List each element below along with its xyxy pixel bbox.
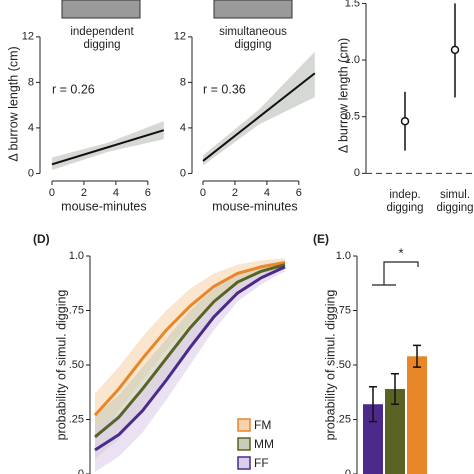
x-tick-label: 4 <box>113 187 119 199</box>
photo <box>61 0 141 19</box>
line <box>93 261 286 417</box>
legend-swatch <box>237 437 251 451</box>
legend-swatch <box>237 418 251 432</box>
x-tick-label: simul. digging <box>436 189 474 214</box>
bar <box>407 356 427 474</box>
confidence-band <box>95 262 285 472</box>
point <box>400 116 410 126</box>
y-tick-label: 4 <box>28 122 34 134</box>
y-tick-label: 8 <box>28 76 34 88</box>
legend-swatch <box>237 456 251 470</box>
y-tick-label: .75 <box>336 304 351 316</box>
y-tick-label: 1.0 <box>69 250 84 262</box>
y-tick-label: .75 <box>69 304 84 316</box>
panel-label: (D) <box>33 232 50 246</box>
line <box>202 72 316 162</box>
y-tick-label: 0 <box>180 167 186 179</box>
x-axis-label: mouse-minutes <box>61 199 146 213</box>
photo <box>213 0 293 19</box>
confidence-band <box>95 258 285 437</box>
y-axis-label: probability of simul. digging <box>323 290 337 441</box>
y-tick-label: 0 <box>28 167 34 179</box>
y-axis-label: probability of simul. digging <box>54 290 68 441</box>
y-tick-label: 1.0 <box>336 250 351 262</box>
y-tick-label: 12 <box>174 31 186 43</box>
x-tick-label: 0 <box>49 187 55 199</box>
panel-label: (E) <box>313 232 329 246</box>
x-axis-label: mouse-minutes <box>212 199 297 213</box>
x-tick-label: 2 <box>232 187 238 199</box>
bar <box>363 404 383 474</box>
x-tick-label: 4 <box>264 187 270 199</box>
y-tick-label: 1.0 <box>345 54 360 66</box>
line <box>94 263 286 439</box>
y-tick-label: .50 <box>336 359 351 371</box>
y-tick-label: 12 <box>22 31 34 43</box>
y-tick-label: 0 <box>354 167 360 179</box>
legend-label: FF <box>254 456 269 470</box>
y-tick-label: 0 <box>78 468 84 474</box>
error-bar <box>413 344 421 368</box>
x-tick-label: 2 <box>81 187 87 199</box>
error-bar <box>391 372 399 405</box>
line <box>94 265 286 452</box>
y-tick-label: 8 <box>180 76 186 88</box>
chart-title: independent digging <box>70 26 134 51</box>
y-tick-label: .25 <box>69 413 84 425</box>
y-axis-label: Δ burrow length (cm) <box>6 46 20 161</box>
y-tick-label: 4 <box>180 122 186 134</box>
annotation: r = 0.36 <box>203 82 246 96</box>
significance-label: * <box>398 245 403 260</box>
x-tick-label: 6 <box>296 187 302 199</box>
bar <box>385 388 405 474</box>
error-bar <box>369 386 377 423</box>
line <box>51 129 165 166</box>
confidence-band <box>202 51 315 166</box>
x-tick-label: 6 <box>145 187 151 199</box>
annotation: r = 0.26 <box>52 82 95 96</box>
y-tick-label: 0 <box>345 468 351 474</box>
x-tick-label: 0 <box>200 187 206 199</box>
chart-title: simultaneous digging <box>219 26 287 51</box>
legend-label: MM <box>254 437 274 451</box>
y-tick-label: .25 <box>336 413 351 425</box>
significance-bracket <box>372 261 419 286</box>
y-tick-label: 1.5 <box>345 0 360 9</box>
legend-label: FM <box>254 418 271 432</box>
confidence-band <box>51 121 164 171</box>
y-axis-label: Δ burrow length (cm) <box>336 38 350 153</box>
y-tick-label: .50 <box>69 359 84 371</box>
point <box>450 45 460 55</box>
x-tick-label: indep. digging <box>386 189 424 214</box>
y-tick-label: 0.5 <box>345 111 360 123</box>
